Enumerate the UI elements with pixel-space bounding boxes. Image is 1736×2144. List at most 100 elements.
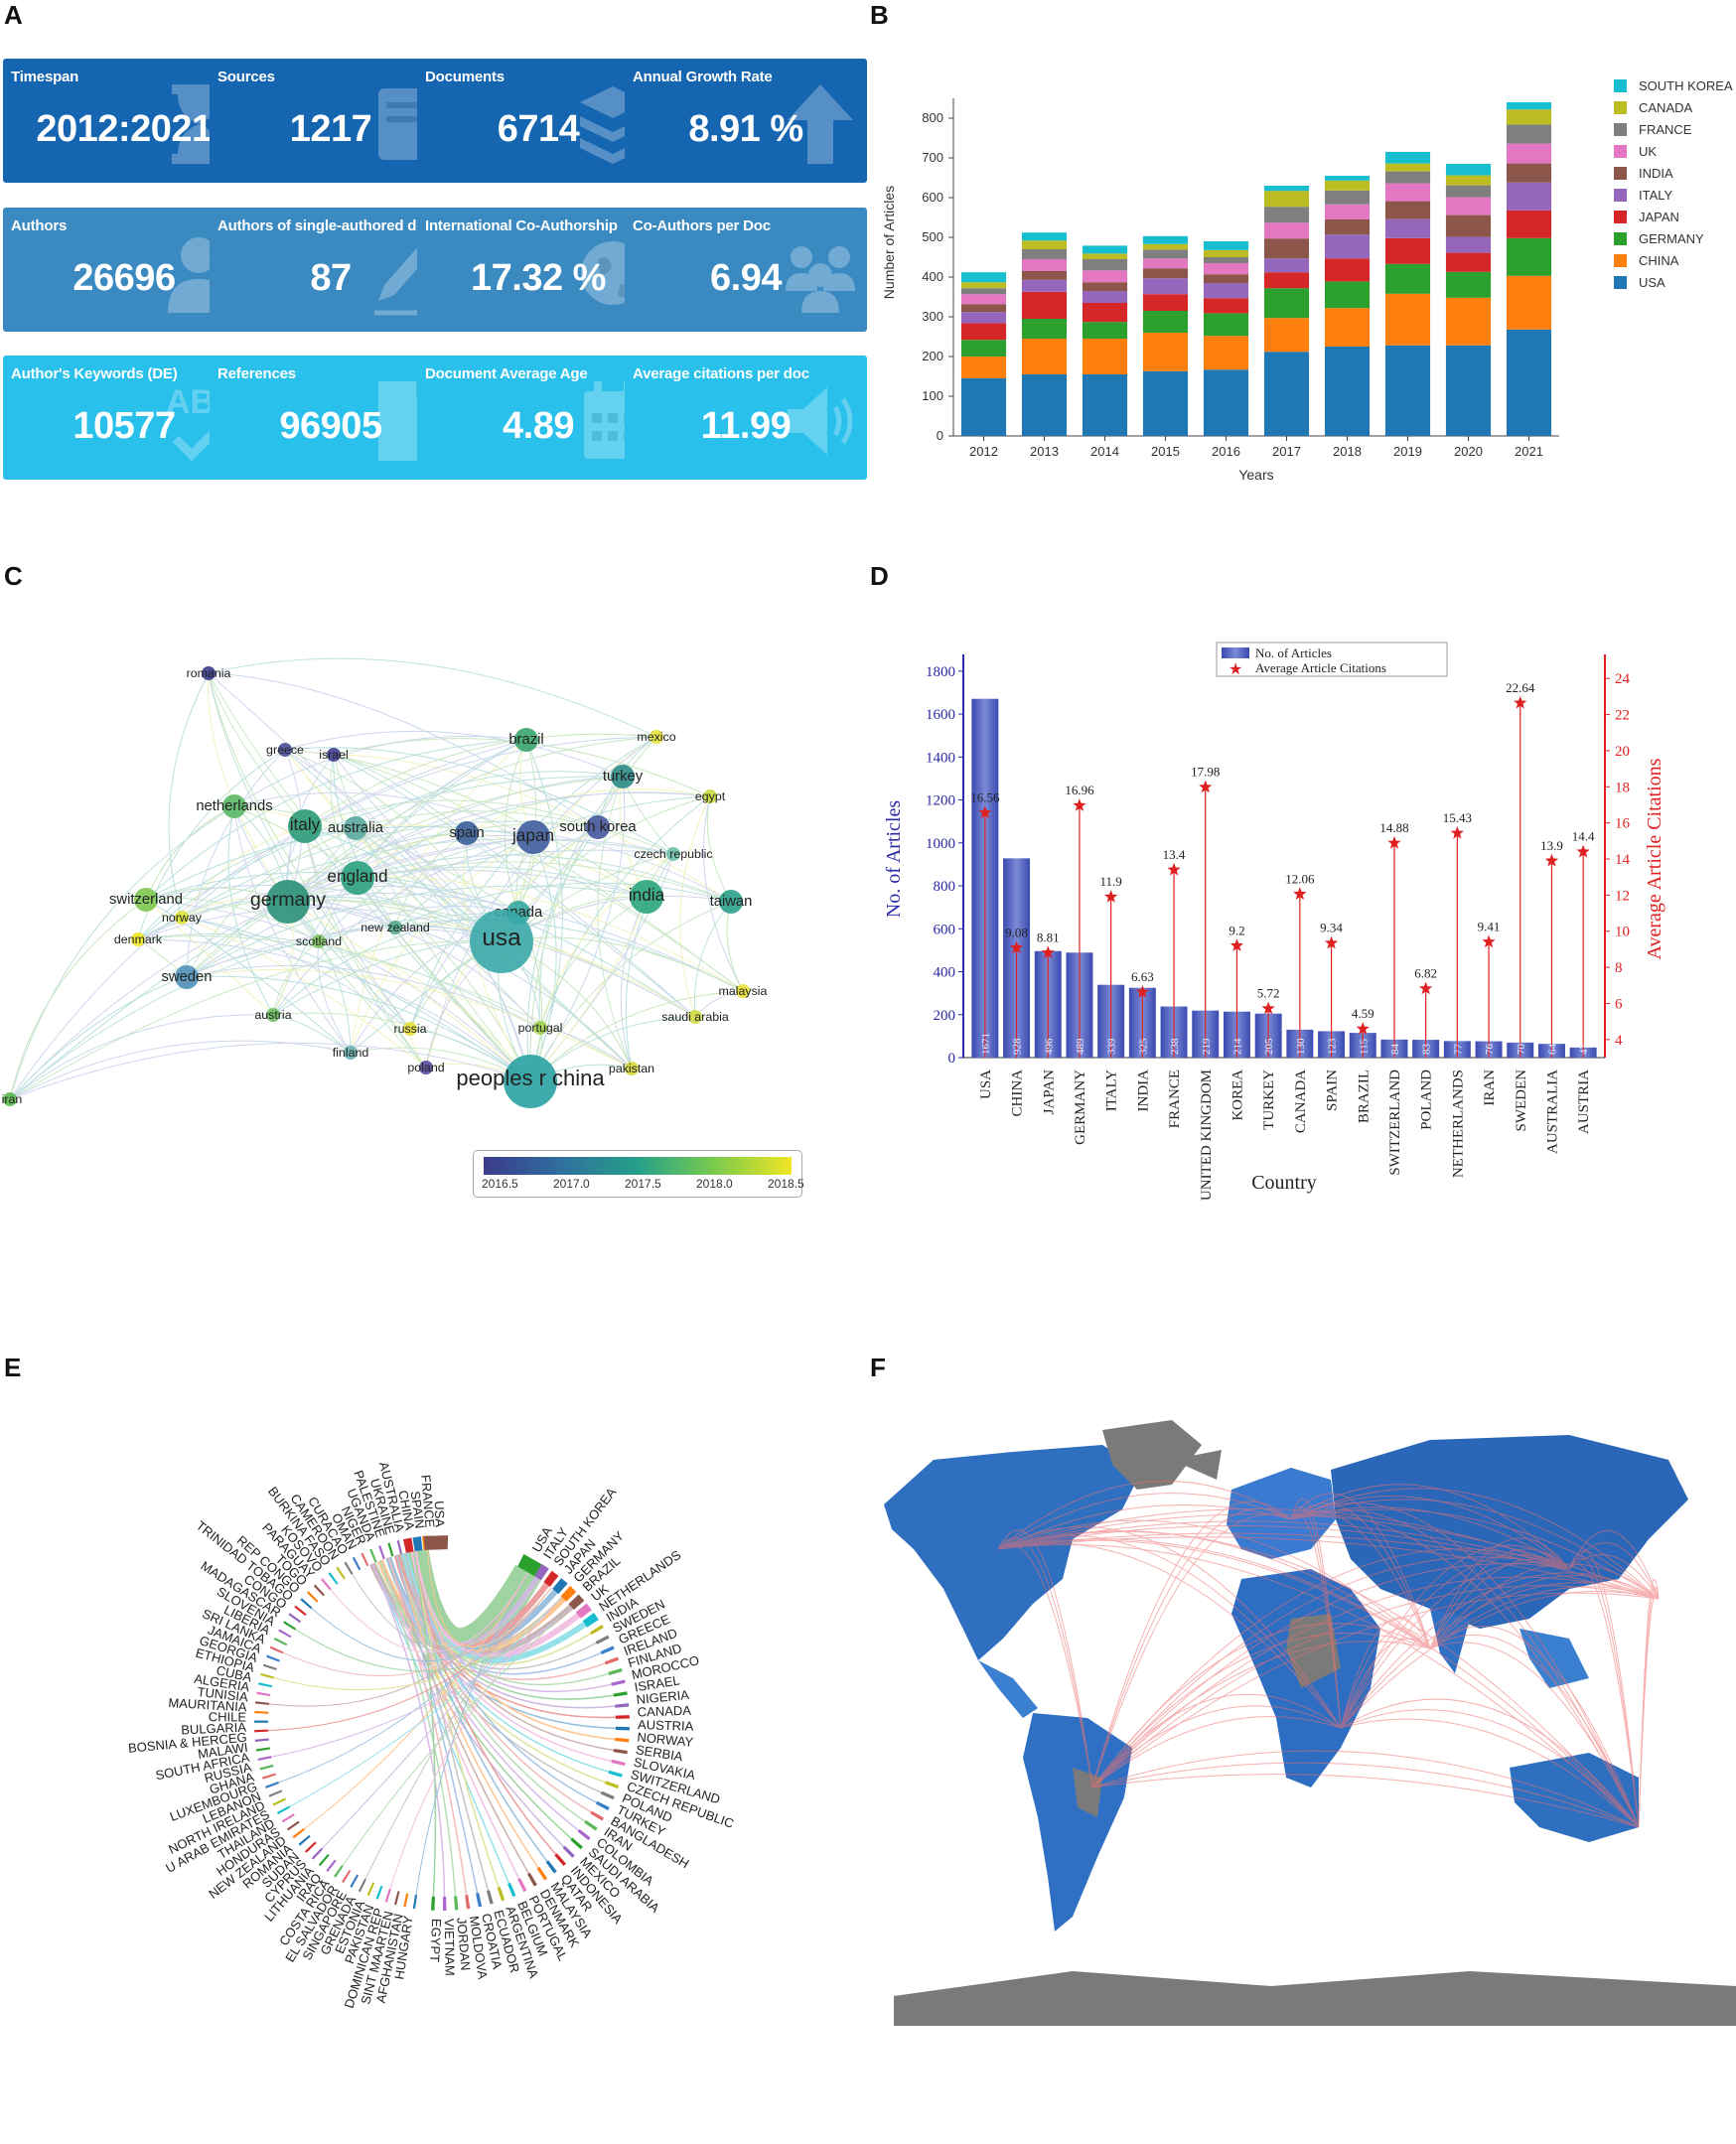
chord-arc [272,1797,287,1806]
d-citation-star [1419,981,1433,995]
d-y2-tick: 16 [1615,816,1631,832]
chord-label: USA [432,1501,448,1528]
map-link [1429,1642,1640,1828]
map-link [1091,1632,1431,1788]
b-bar-segment [1445,164,1492,176]
network-edge [137,838,674,940]
b-legend-label: GERMANY [1639,231,1704,246]
map-link [1340,1709,1640,1828]
network-edge [145,739,527,901]
network-edge [355,824,648,898]
b-legend-swatch [1614,254,1627,267]
network-node [312,934,326,948]
network-edge [693,901,732,1018]
map-link [1340,1628,1431,1729]
chord-ribbon [412,1551,437,1897]
chord-ribbon [371,1563,510,1884]
b-x-tick: 2014 [1090,444,1119,459]
network-edge [186,975,531,1082]
stat-tile: Co-Authors per Doc 6.94 [625,208,867,332]
network-node-label: switzerland [109,892,183,908]
network-node [736,984,750,998]
network-edge [9,940,503,1100]
d-citation-label: 17.98 [1191,765,1220,780]
map-greenland [1102,1420,1202,1490]
b-bar-segment [960,340,1007,357]
b-bar-segment [1324,219,1371,235]
chord-ribbon [395,1554,614,1700]
b-bar-segment [1021,279,1068,292]
b-bar-segment [1263,318,1310,353]
b-bar-segment [1506,329,1552,436]
d-citation-label: 6.82 [1414,966,1437,981]
b-x-tick: 2017 [1272,444,1301,459]
b-legend-label: CANADA [1639,100,1693,115]
chord-arc [396,1539,403,1555]
network-edge [304,799,599,828]
d-y-tick: 800 [934,879,956,895]
b-bar-segment [1445,297,1492,346]
stat-tile: References 96905 [210,356,452,480]
b-legend-label: JAPAN [1639,210,1679,224]
d-legend-star-icon: ★ [1229,661,1242,678]
network-edge [284,747,674,855]
map-link [997,1530,1640,1828]
d-citation-label: 16.96 [1065,783,1094,797]
panel-label-b: B [870,0,889,30]
chord-arc [286,1820,300,1831]
stat-tile-label: Documents [425,69,505,85]
d-article-label: 83 [1421,1044,1433,1056]
chord-arc [369,1548,377,1563]
d-y2-tick: 20 [1615,744,1630,760]
network-edge [181,825,306,919]
chord-ribbon [295,1606,572,1672]
network-edge [233,805,503,942]
chord-ribbon [395,1554,612,1763]
d-citation-label: 6.63 [1131,969,1154,984]
network-edge [539,896,648,1029]
chord-arc [318,1853,330,1866]
d-y2-tick: 10 [1615,925,1630,940]
network-node [514,728,538,752]
network-edge [9,940,320,1100]
chord-ribbon [352,1573,563,1655]
b-legend-label: FRANCE [1639,122,1692,137]
map-link [1429,1558,1570,1649]
d-y-label: No. of Articles [883,800,905,919]
network-edge [702,795,744,992]
stacked-bar-chart-by-year: 0 100 200 300 400 500 600 700 800 2012 2013 2014 201… [881,78,1733,483]
b-bar-segment [1021,374,1068,436]
b-bar-segment [1324,176,1371,181]
chord-ribbon [268,1587,552,1732]
d-x-tick: SPAIN [1325,1070,1341,1111]
map-south-america [1023,1713,1132,1931]
group-icon [786,246,855,313]
d-article-label: 489 [1075,1038,1086,1055]
country-articles-citations-chart: 0 200 400 600 800 1000 1200 1400 1600 1800 4 6 8 10 12… [883,642,1665,1201]
network-edge [272,836,534,1016]
network-node-label: russia [393,1022,426,1036]
network-edge [333,754,503,942]
chord-arc [604,1781,620,1789]
b-bar-segment [960,312,1007,324]
network-edge [208,672,427,1069]
network-edge [317,940,352,1054]
b-legend-label: USA [1639,275,1665,290]
b-y-tick: 600 [922,190,943,205]
b-bar-segment [1263,352,1310,436]
chord-arc [313,1584,325,1597]
d-y-tick: 1000 [926,836,955,852]
network-node-label: portugal [518,1021,563,1035]
stat-tile: Authors of single-authored doc 87 [210,208,452,332]
chord-arc [262,1663,277,1671]
d-citation-star [1261,1001,1275,1015]
b-bar-segment [1324,180,1371,191]
d-x-tick: UNITED KINGDOM [1199,1070,1215,1201]
network-edge [9,901,289,1100]
chord-ribbon [330,1571,529,1653]
b-bar-segment [1445,197,1492,215]
chord-ribbon [395,1554,592,1665]
network-node [666,847,680,861]
b-bar-segment [1203,298,1249,314]
stat-tile-label: Author's Keywords (DE) [11,365,178,382]
